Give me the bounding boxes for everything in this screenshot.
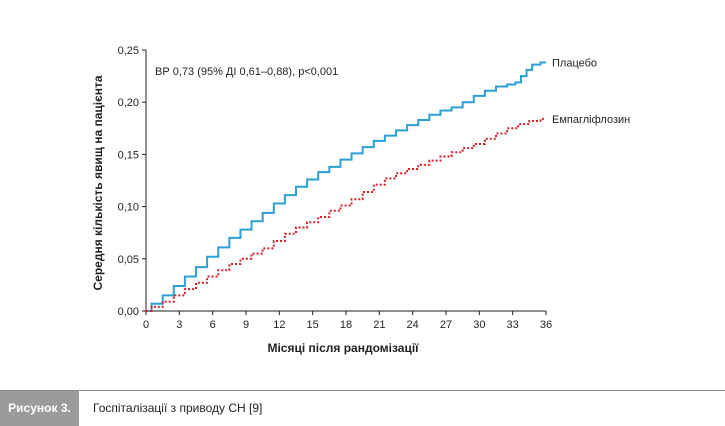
- series-label-empagliflozin: Емпагліфлозин: [552, 114, 630, 126]
- chart-svg: 0,000,050,100,150,200,25 0 3 6 9 12 15 18 21 24 2…: [91, 45, 630, 355]
- series-layer: Плацебо Емпагліфлозин: [146, 58, 630, 312]
- x-tick-label: 0: [143, 319, 149, 331]
- y-tick-label: 0,05: [118, 254, 139, 266]
- y-tick-label: 0,25: [118, 45, 139, 57]
- x-tick-label: 3: [176, 319, 182, 331]
- caption-divider: [0, 390, 725, 391]
- x-tick-label: 36: [540, 319, 552, 331]
- figure-caption: Рисунок 3. Госпіталізації з приводу СН […: [0, 390, 725, 426]
- axes: [145, 50, 546, 312]
- series-line-empagliflozin: [146, 117, 546, 312]
- figure-caption-text: Госпіталізації з приводу СН [9]: [93, 401, 263, 415]
- x-tick-label: 18: [340, 319, 352, 331]
- figure-number-badge: Рисунок 3.: [0, 391, 79, 426]
- x-tick-label: 9: [243, 319, 249, 331]
- series-line-placebo: [146, 61, 546, 312]
- y-tick-label: 0,15: [118, 149, 139, 161]
- x-tick-label: 15: [307, 319, 319, 331]
- x-ticks: 0 3 6 9 12 15 18 21 24 27 30 33 36: [143, 311, 552, 331]
- hazard-ratio-annotation: ВР 0,73 (95% ДІ 0,61–0,88), p<0,001: [155, 66, 338, 78]
- y-axis-title: Середня кількість явищ на пацієнта: [91, 75, 105, 290]
- y-tick-label: 0,00: [118, 306, 139, 318]
- y-ticks: 0,00 0,05 0,10 0,15 0,20 0,25: [118, 45, 146, 318]
- chart: 0,00 0,05 0,10 0,15 0,20 0,25 0 3 6 9 12 15 18 21 24 2…: [91, 45, 630, 355]
- x-tick-label: 30: [473, 319, 485, 331]
- x-tick-label: 27: [440, 319, 452, 331]
- x-tick-label: 12: [273, 319, 285, 331]
- x-tick-label: 6: [210, 319, 216, 331]
- x-tick-label: 21: [373, 319, 385, 331]
- y-tick-label: 0,10: [118, 202, 139, 214]
- x-tick-label: 33: [507, 319, 519, 331]
- x-axis-title: Місяці після рандомізації: [267, 341, 419, 355]
- series-label-placebo: Плацебо: [552, 58, 597, 70]
- x-tick-label: 24: [407, 319, 419, 331]
- y-tick-label: 0,20: [118, 97, 139, 109]
